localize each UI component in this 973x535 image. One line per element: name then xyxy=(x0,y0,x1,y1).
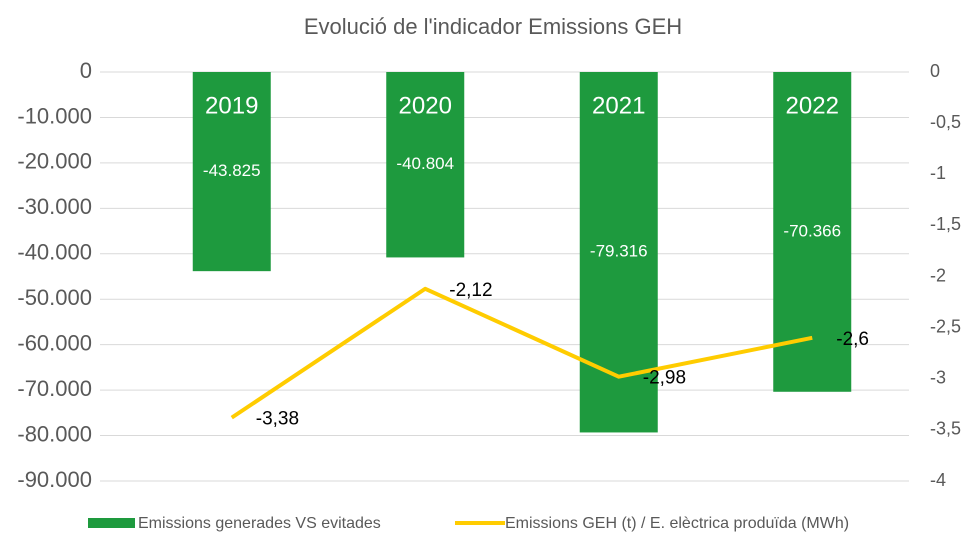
y-tick-label: -80.000 xyxy=(17,421,92,446)
y-tick-label: 0 xyxy=(80,58,92,83)
bar-value-label: -43.825 xyxy=(203,161,261,180)
category-label: 2022 xyxy=(786,92,839,119)
y2-tick-label: -3 xyxy=(930,368,946,388)
y2-tick-label: -1 xyxy=(930,163,946,183)
legend-label: Emissions GEH (t) / E. elèctrica produïd… xyxy=(505,515,849,532)
y2-tick-label: -1,5 xyxy=(930,214,961,234)
y2-tick-label: -0,5 xyxy=(930,112,961,132)
y-tick-label: -10.000 xyxy=(17,103,92,128)
bar xyxy=(386,72,465,258)
bar-value-label: -79.316 xyxy=(590,242,648,261)
line xyxy=(230,286,813,420)
category-label: 2021 xyxy=(592,92,645,119)
bar-value-label: -40.804 xyxy=(396,154,454,173)
y-tick-label: -30.000 xyxy=(17,194,92,219)
line-value-label: -2,6 xyxy=(836,329,869,350)
y2-tick-label: -4 xyxy=(930,470,946,490)
line-value-label: -2,98 xyxy=(643,368,686,389)
legend-swatch xyxy=(88,518,135,528)
y-tick-label: -50.000 xyxy=(17,285,92,310)
y2-tick-label: -2,5 xyxy=(930,316,961,336)
y-tick-label: -70.000 xyxy=(17,376,92,401)
bar-value-label: -70.366 xyxy=(783,221,841,240)
bar xyxy=(192,72,271,272)
chart-title: Evolució de l'indicador Emissions GEH xyxy=(304,14,682,39)
line-value-label: -3,38 xyxy=(256,409,299,430)
y2-tick-label: -3,5 xyxy=(930,419,961,439)
category-label: 2019 xyxy=(205,92,258,119)
line-value-label: -2,12 xyxy=(449,280,492,301)
y-tick-label: -20.000 xyxy=(17,149,92,174)
y2-tick-label: -2 xyxy=(930,265,946,285)
y2-tick-label: 0 xyxy=(930,61,940,81)
y-tick-label: -60.000 xyxy=(17,330,92,355)
y-tick-label: -40.000 xyxy=(17,240,92,265)
y-tick-label: -90.000 xyxy=(17,467,92,492)
category-label: 2020 xyxy=(399,92,452,119)
legend-label: Emissions generades VS evitades xyxy=(138,515,381,532)
